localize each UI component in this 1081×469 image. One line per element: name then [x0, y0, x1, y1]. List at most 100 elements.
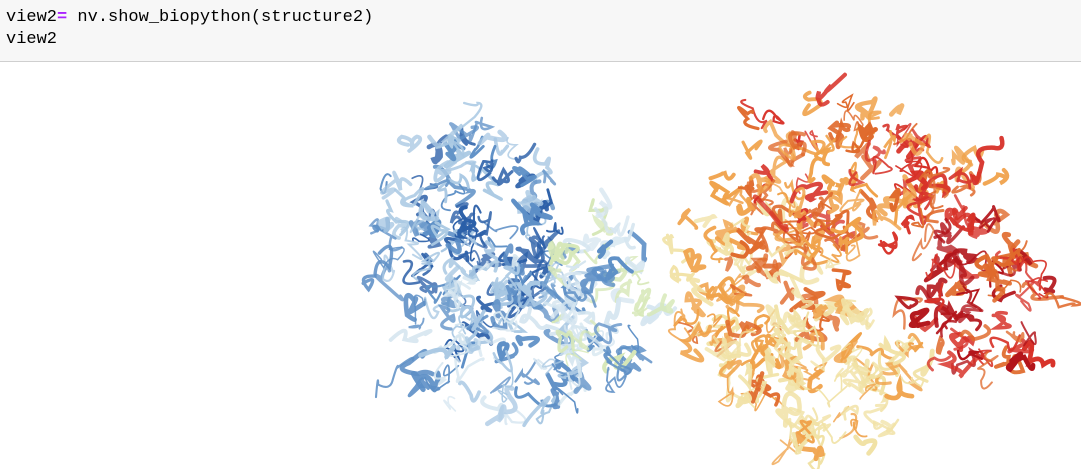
ribbon-segment — [418, 200, 440, 222]
ribbon-segment — [738, 362, 753, 393]
ribbon-segment — [724, 256, 734, 272]
ribbon-segment — [857, 121, 878, 143]
ribbon-segment — [839, 412, 858, 440]
ribbon-segment — [377, 216, 395, 233]
ribbon-segment — [727, 298, 765, 314]
ribbon-segment — [824, 232, 855, 252]
ribbon-segment — [876, 174, 917, 217]
code-cell-input[interactable]: view2= nv.show_biopython(structure2) vie… — [0, 0, 1081, 62]
ribbon-segment — [424, 179, 450, 191]
ribbon-segment — [812, 303, 829, 319]
ribbon-segment — [481, 167, 503, 201]
ribbon-segment — [577, 310, 596, 325]
ribbon-segment — [682, 247, 707, 273]
ribbon-segment — [487, 236, 508, 249]
ribbon-segment — [925, 253, 956, 279]
ribbon-segment — [854, 96, 878, 121]
ribbon-segment — [994, 345, 1026, 375]
ribbon-segment — [845, 223, 864, 262]
ribbon-segment — [1021, 339, 1056, 369]
ribbon-segment — [1005, 351, 1036, 373]
ribbon-segment — [490, 281, 509, 297]
ribbon-segment — [627, 324, 639, 352]
ribbon-segment — [959, 324, 992, 342]
ribbon-segment — [991, 284, 1016, 303]
ribbon-segment — [783, 415, 811, 433]
ribbon-segment — [491, 320, 518, 332]
ribbon-segment — [794, 316, 828, 343]
ribbon-segment — [843, 110, 864, 132]
ribbon-segment — [708, 169, 736, 181]
ribbon-segment — [764, 268, 804, 284]
ribbon-segment — [748, 371, 765, 404]
ribbon-segment — [815, 373, 848, 408]
ribbon-segment — [462, 276, 478, 285]
ribbon-cartoon — [361, 72, 1081, 469]
ribbon-segment — [400, 226, 423, 260]
ribbon-segment — [882, 123, 908, 141]
ribbon-segment — [618, 345, 647, 365]
ribbon-segment — [646, 293, 675, 317]
ribbon-segment — [796, 419, 815, 444]
ribbon-segment — [555, 329, 575, 353]
ribbon-segment — [399, 348, 436, 377]
ribbon-segment — [435, 136, 465, 159]
ribbon-segment — [706, 232, 735, 256]
ribbon-segment — [815, 72, 847, 107]
ribbon-segment — [899, 132, 926, 156]
ribbon-segment — [678, 321, 713, 363]
ribbon-segment — [928, 190, 944, 210]
ribbon-segment — [440, 182, 466, 212]
ribbon-segment — [911, 128, 932, 149]
ribbon-segment — [490, 299, 510, 331]
ribbon-segment — [807, 146, 832, 184]
ribbon-segment — [789, 337, 810, 389]
ribbon-segment — [556, 271, 582, 291]
ribbon-segment — [750, 257, 768, 277]
ribbon-segment — [883, 129, 897, 160]
ribbon-segment — [888, 187, 901, 213]
ribbon-segment — [911, 223, 935, 262]
ribbon-segment — [477, 260, 490, 272]
ribbon-segment — [461, 222, 488, 249]
ribbon-segment — [437, 172, 470, 204]
code-text[interactable]: view2= nv.show_biopython(structure2) vie… — [6, 7, 373, 51]
ribbon-segment — [833, 405, 850, 423]
nglview-viewer[interactable] — [0, 63, 1081, 469]
ribbon-segment — [703, 225, 718, 253]
ribbon-segment — [830, 216, 865, 245]
ribbon-segment — [924, 282, 945, 311]
ribbon-segment — [693, 214, 718, 228]
ribbon-segment — [604, 256, 634, 282]
ribbon-segment — [541, 358, 563, 375]
ribbon-segment — [926, 277, 948, 299]
ribbon-segment — [697, 329, 719, 346]
ribbon-segment — [372, 246, 405, 270]
ribbon-segment — [872, 418, 900, 438]
ribbon-segment — [496, 341, 510, 363]
ribbon-segment — [476, 159, 494, 182]
ribbon-segment — [810, 357, 826, 373]
ribbon-segment — [503, 262, 520, 275]
ribbon-segment — [454, 231, 471, 248]
ribbon-segment — [745, 253, 769, 274]
ribbon-segment — [374, 356, 415, 399]
ribbon-segment — [748, 173, 772, 197]
ribbon-segment — [517, 280, 543, 297]
ribbon-segment — [809, 407, 832, 439]
ribbon-segment — [859, 189, 879, 223]
ribbon-segment — [746, 179, 776, 203]
ribbon-segment — [775, 391, 802, 428]
ribbon-segment — [918, 166, 951, 181]
ribbon-segment — [752, 194, 789, 233]
ribbon-segment — [815, 344, 842, 364]
ribbon-segment — [633, 287, 652, 317]
ribbon-segment — [840, 404, 859, 421]
ribbon-segment — [842, 370, 866, 389]
ribbon-segment — [565, 260, 587, 272]
ribbon-segment — [944, 205, 968, 224]
ribbon-segment — [833, 338, 858, 364]
ribbon-segment — [493, 137, 510, 156]
ribbon-segment — [423, 296, 448, 320]
ribbon-segment — [511, 198, 542, 226]
